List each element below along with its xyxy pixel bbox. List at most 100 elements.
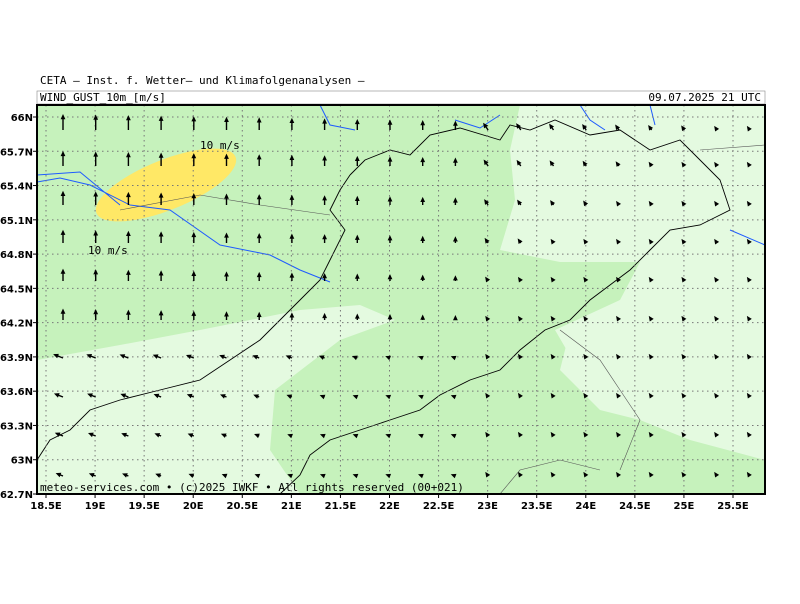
wind-arrow-head bbox=[681, 353, 687, 360]
wind-arrow-head bbox=[322, 273, 327, 279]
wind-arrow-head bbox=[387, 314, 393, 320]
wind-arrow-head bbox=[453, 120, 458, 126]
lon-tick-label: 25E bbox=[674, 501, 695, 512]
lat-tick-label: 65.4N bbox=[0, 182, 33, 193]
wind-arrow-head bbox=[681, 125, 687, 132]
wind-arrow-head bbox=[352, 394, 359, 400]
wind-arrow-head bbox=[119, 354, 126, 359]
wind-arrow-head bbox=[453, 315, 458, 321]
wind-arrow-head bbox=[158, 231, 164, 237]
wind-arrow-head bbox=[354, 195, 360, 201]
wind-arrow-head bbox=[418, 355, 424, 361]
wind-arrow-head bbox=[153, 393, 160, 399]
wind-arrow-head bbox=[53, 393, 60, 398]
wind-arrow-head bbox=[550, 315, 556, 322]
wind-arrow-head bbox=[616, 471, 621, 478]
wind-arrow-head bbox=[256, 117, 262, 123]
wind-arrow-head bbox=[549, 160, 555, 166]
wind-arrow-head bbox=[122, 473, 128, 478]
wind-arrow-head bbox=[616, 392, 621, 399]
contour-label: 10 m/s bbox=[88, 244, 128, 257]
wind-arrow-head bbox=[583, 315, 589, 322]
wind-arrow-head bbox=[60, 229, 66, 235]
wind-arrow-head bbox=[354, 118, 360, 125]
wind-arrow-head bbox=[188, 473, 195, 479]
field-name: WIND_GUST_10m_[m/s] bbox=[40, 91, 166, 104]
wind-arrow-head bbox=[681, 161, 687, 168]
wind-arrow-head bbox=[354, 234, 360, 240]
wind-arrow-head bbox=[484, 237, 490, 244]
wind-arrow-head bbox=[550, 276, 556, 283]
lat-tick-label: 65.1N bbox=[0, 216, 33, 227]
wind-arrow-head bbox=[483, 159, 489, 166]
wind-arrow-head bbox=[322, 118, 327, 124]
wind-arrow-head bbox=[746, 276, 752, 283]
lon-tick-label: 20E bbox=[183, 501, 204, 512]
wind-arrow-head bbox=[289, 117, 295, 124]
wind-arrow-head bbox=[450, 473, 457, 479]
wind-arrow-head bbox=[420, 196, 426, 203]
wind-arrow-head bbox=[387, 156, 393, 162]
wind-arrow-head bbox=[420, 120, 426, 126]
wind-arrow-head bbox=[60, 308, 66, 314]
wind-arrow-head bbox=[746, 161, 752, 168]
wind-arrow-head bbox=[93, 191, 99, 197]
wind-arrow-head bbox=[516, 123, 522, 129]
light-shade-e bbox=[555, 270, 765, 430]
wind-arrow-head bbox=[252, 355, 259, 360]
wind-arrow-head bbox=[322, 312, 327, 319]
wind-arrow-head bbox=[583, 276, 589, 283]
wind-arrow-head bbox=[158, 310, 164, 316]
wind-arrow-head bbox=[746, 353, 752, 360]
wind-arrow-head bbox=[191, 231, 197, 238]
credit: meteo-services.com • (c)2025 IWKF • All … bbox=[40, 481, 464, 494]
lon-tick-label: 19E bbox=[85, 501, 106, 512]
wind-arrow-head bbox=[88, 432, 94, 438]
lon-tick-label: 22.5E bbox=[423, 501, 455, 512]
wind-arrow-head bbox=[253, 394, 259, 399]
wind-arrow-head bbox=[319, 473, 326, 479]
wind-arrow-head bbox=[714, 238, 720, 245]
wind-arrow-head bbox=[126, 115, 131, 121]
wind-arrow-head bbox=[155, 473, 161, 478]
wind-arrow-head bbox=[187, 433, 194, 438]
wind-arrow-head bbox=[224, 193, 229, 199]
wind-arrow-head bbox=[714, 276, 720, 283]
wind-arrow-head bbox=[616, 315, 621, 322]
wind-arrow-head bbox=[550, 392, 556, 399]
wind-arrow-head bbox=[126, 152, 131, 158]
wind-arrow-head bbox=[318, 355, 325, 360]
wind-arrow-head bbox=[714, 431, 720, 438]
wind-arrow-head bbox=[60, 268, 66, 274]
wind-arrow-head bbox=[648, 276, 654, 283]
wind-arrow-head bbox=[582, 124, 588, 130]
wind-arrow-head bbox=[121, 432, 127, 438]
wind-arrow-head bbox=[616, 238, 621, 245]
lat-tick-label: 63.9N bbox=[0, 353, 33, 364]
wind-arrow-head bbox=[648, 124, 654, 131]
wind-arrow-head bbox=[420, 274, 426, 280]
wind-arrow-head bbox=[714, 315, 720, 322]
wind-arrow-head bbox=[289, 194, 295, 200]
wind-arrow-head bbox=[93, 114, 99, 120]
wind-arrow-head bbox=[453, 157, 458, 163]
wind-arrow-head bbox=[746, 238, 752, 245]
wind-arrow-head bbox=[256, 233, 262, 239]
lon-tick-label: 20.5E bbox=[227, 501, 259, 512]
wind-arrow-head bbox=[420, 314, 426, 320]
wind-arrow-head bbox=[289, 312, 295, 318]
wind-arrows bbox=[53, 114, 752, 479]
wind-arrow-head bbox=[616, 200, 621, 207]
wind-arrow-head bbox=[256, 271, 262, 278]
wind-arrow-head bbox=[387, 119, 393, 125]
wind-arrow-head bbox=[287, 433, 293, 439]
lat-tick-label: 65.7N bbox=[0, 147, 33, 158]
wind-arrow-head bbox=[319, 433, 326, 439]
wind-arrow-head bbox=[126, 230, 131, 237]
wind-arrow-head bbox=[224, 271, 229, 277]
wind-arrow-head bbox=[126, 191, 131, 198]
lon-tick-label: 21E bbox=[281, 501, 302, 512]
wind-arrow-head bbox=[352, 473, 359, 479]
wind-arrow-head bbox=[289, 233, 295, 239]
wind-arrow-head bbox=[186, 393, 193, 399]
